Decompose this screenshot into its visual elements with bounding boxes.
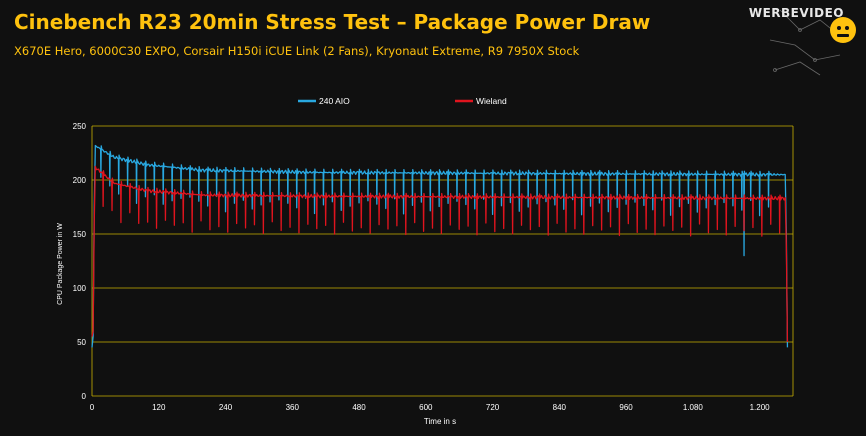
y-tick-label-200: 200: [73, 176, 87, 185]
x-tick-label-960: 960: [619, 403, 633, 412]
y-tick-labels: 0 50 100 150 200 250: [73, 122, 87, 401]
x-tick-label-0: 0: [90, 403, 95, 412]
y-tick-label-150: 150: [73, 230, 87, 239]
x-tick-label-600: 600: [419, 403, 433, 412]
series-lines: [91, 144, 789, 348]
y-tick-label-100: 100: [73, 284, 87, 293]
y-axis-label: CPU Package Power in W: [57, 223, 64, 305]
series-line-wieland: [91, 165, 789, 343]
y-tick-label-0: 0: [82, 392, 87, 401]
gamepad-logo-icon: [769, 9, 856, 76]
legend-label-1: Wieland: [476, 96, 507, 106]
x-tick-labels: 0 120 240 360 480 600 720 840 960 1.080 1.200: [90, 403, 770, 412]
chart-legend: 240 AIO Wieland: [298, 96, 507, 106]
x-tick-label-240: 240: [219, 403, 233, 412]
legend-label-0: 240 AIO: [319, 96, 350, 106]
y-tick-label-250: 250: [73, 122, 87, 131]
chart-subtitle: X670E Hero, 6000C30 EXPO, Corsair H150i …: [14, 44, 580, 58]
brand-logo: WERBEVIDEO: [749, 0, 860, 80]
x-tick-label-840: 840: [553, 403, 567, 412]
x-tick-label-120: 120: [152, 403, 166, 412]
y-tick-label-50: 50: [77, 338, 86, 347]
chart-grid: [91, 125, 794, 397]
x-tick-label-360: 360: [286, 403, 300, 412]
x-tick-label-1080: 1.080: [683, 403, 704, 412]
x-tick-label-480: 480: [352, 403, 366, 412]
series-line-240-aio: [91, 144, 789, 348]
x-axis-label: Time in s: [424, 417, 456, 426]
x-tick-label-720: 720: [486, 403, 500, 412]
chart-title: Cinebench R23 20min Stress Test – Packag…: [14, 10, 651, 34]
logo-text: WERBEVIDEO: [748, 6, 844, 20]
x-tick-label-1200: 1.200: [750, 403, 771, 412]
